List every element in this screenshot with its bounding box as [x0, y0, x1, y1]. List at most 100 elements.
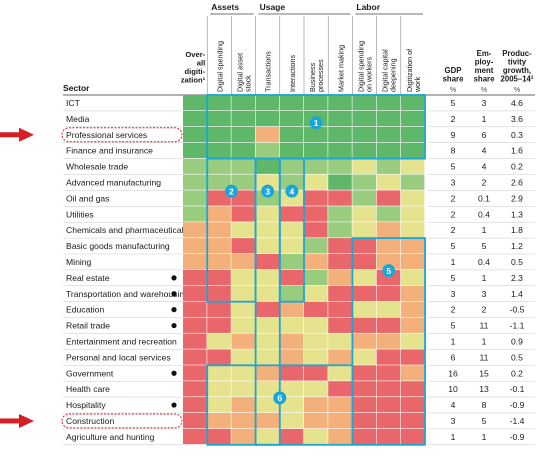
gdp-share-value: 16 — [448, 368, 458, 378]
heatmap-cell — [304, 365, 328, 381]
gdp-share-value: 10 — [448, 384, 458, 394]
heatmap-cell — [231, 301, 255, 317]
column-header-overall-digitization: all — [197, 59, 205, 68]
heatmap-cell — [328, 254, 352, 270]
heatmap-cell — [279, 333, 304, 349]
heatmap-cell — [279, 174, 304, 190]
heatmap-cell — [255, 301, 280, 317]
heatmap-cell — [400, 397, 425, 413]
heatmap-cell — [400, 206, 425, 222]
column-header-label: Transactions — [264, 51, 273, 92]
sector-label: Hospitality — [66, 400, 106, 410]
gdp-share-value: 8 — [451, 146, 456, 156]
heatmap-cell — [352, 285, 376, 302]
sector-label: Education — [66, 305, 104, 315]
value-column-header: share — [474, 75, 495, 84]
heatmap-cell — [304, 142, 328, 158]
heatmap-cell — [207, 238, 231, 254]
sector-label: Personal and local services — [66, 352, 171, 362]
gdp-share-value: 4 — [451, 400, 456, 410]
column-header-label: Digitization of — [405, 49, 414, 92]
heatmap-cell — [183, 95, 207, 111]
sector-label: Health care — [66, 384, 110, 394]
heatmap-cell — [400, 158, 425, 174]
heatmap-cell — [328, 269, 352, 286]
sector-label: Transportation and warehousing — [66, 289, 189, 299]
heatmap-cell — [207, 174, 231, 190]
heatmap-cell — [400, 95, 425, 111]
heatmap-cell — [231, 365, 255, 381]
heatmap-cell — [183, 428, 207, 445]
heatmap-cell — [207, 317, 231, 333]
value-column-header: GDP — [445, 66, 462, 75]
heatmap-cell — [183, 158, 207, 174]
heatmap-cell — [376, 413, 401, 429]
heatmap-cell — [400, 301, 425, 317]
column-group-assets: Assets — [211, 2, 239, 12]
heatmap-cell — [304, 206, 328, 222]
productivity-growth-value: -1.4 — [510, 416, 525, 426]
column-header-label: Market making — [336, 45, 345, 92]
employment-share-value: 1 — [482, 225, 487, 235]
heatmap-cell — [376, 365, 401, 381]
heatmap-cell — [279, 428, 304, 445]
sector-label: Utilities — [66, 209, 94, 219]
heatmap-cell — [376, 110, 401, 127]
heatmap-cell — [328, 365, 352, 381]
sector-label: Entertainment and recreation — [66, 336, 177, 346]
heatmap-cell — [352, 413, 376, 429]
value-column-unit: % — [481, 85, 488, 94]
cluster-badge-label: 2 — [229, 186, 234, 196]
heatmap-cell — [255, 317, 280, 333]
heatmap-cell — [400, 174, 425, 190]
column-header-label: Digital spending — [215, 41, 224, 92]
heatmap-cell — [231, 238, 255, 254]
heatmap-cell — [207, 285, 231, 302]
heatmap-cell — [352, 301, 376, 317]
heatmap-cell — [328, 222, 352, 238]
heatmap-cell — [255, 206, 280, 222]
employment-share-value: 1 — [482, 273, 487, 283]
employment-share-value: 5 — [482, 241, 487, 251]
heatmap-cell — [183, 254, 207, 270]
value-column-header: share — [443, 75, 464, 84]
employment-share-value: 11 — [480, 352, 489, 362]
heatmap-cell — [207, 349, 231, 365]
heatmap-cell — [279, 95, 304, 111]
heatmap-cell — [304, 317, 328, 333]
heatmap-cell — [400, 269, 425, 286]
heatmap-cell — [279, 317, 304, 333]
heatmap-cell — [207, 222, 231, 238]
overall-digitization-marker — [171, 370, 177, 376]
employment-share-value: 3 — [482, 289, 487, 299]
heatmap-cell — [352, 397, 376, 413]
sector-label: Mining — [66, 257, 92, 267]
gdp-share-value: 5 — [451, 98, 456, 108]
productivity-growth-value: 1.4 — [511, 289, 523, 299]
heatmap-cell — [352, 381, 376, 397]
employment-share-value: 8 — [482, 400, 487, 410]
heatmap-cell — [376, 190, 401, 206]
heatmap-cell — [400, 413, 425, 429]
cluster-badge-label: 1 — [314, 118, 319, 128]
heatmap-cell — [328, 397, 352, 413]
heatmap-cell — [376, 381, 401, 397]
heatmap-cell — [304, 95, 328, 111]
cluster-badge-6 — [273, 391, 287, 405]
cluster-badge-5 — [382, 264, 396, 278]
heatmap-cell — [207, 365, 231, 381]
heatmap-cell — [231, 397, 255, 413]
sector-label: Professional services — [66, 130, 147, 140]
heatmap-cell — [400, 238, 425, 254]
cluster-badge-label: 5 — [386, 266, 391, 276]
heatmap-cell — [231, 222, 255, 238]
heatmap-cell — [279, 206, 304, 222]
heatmap-cell — [255, 381, 280, 397]
heatmap-cell — [183, 142, 207, 158]
heatmap-cell — [376, 238, 401, 254]
value-column-unit: % — [514, 85, 521, 94]
productivity-growth-value: 4.6 — [511, 98, 523, 108]
value-column-unit: % — [450, 85, 457, 94]
gdp-share-value: 3 — [451, 289, 456, 299]
heatmap-cell — [231, 158, 255, 174]
